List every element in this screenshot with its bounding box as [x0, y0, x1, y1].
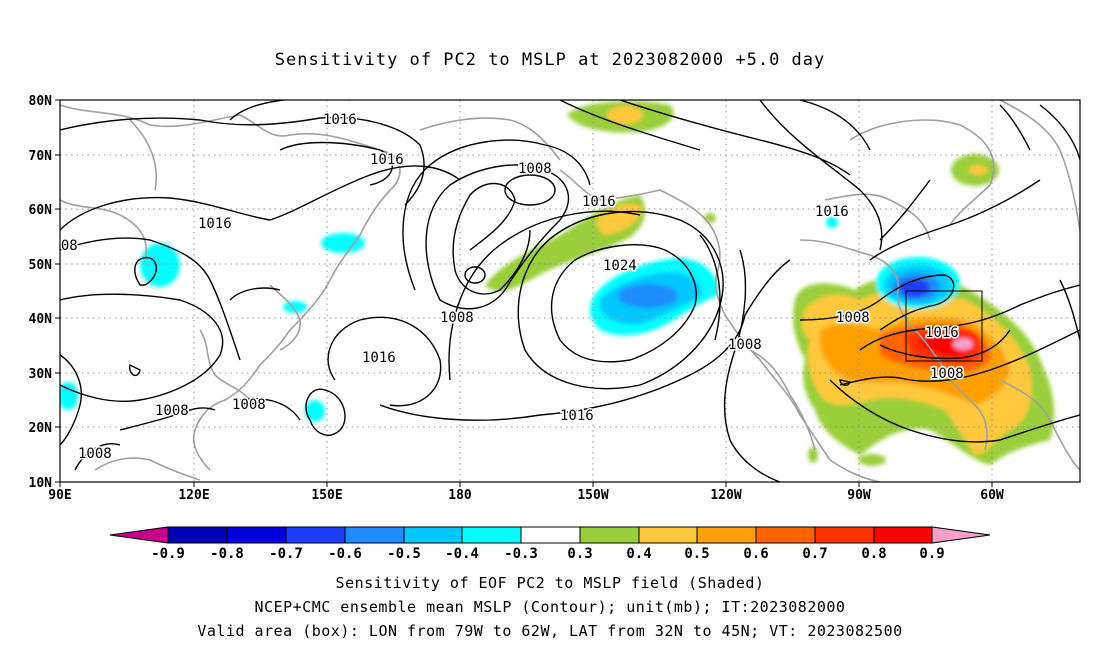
contour-label: 1008	[728, 337, 762, 353]
contour-label: 1008	[232, 397, 266, 413]
colorbar-cell	[226, 526, 287, 544]
contour-label: 1016	[815, 204, 849, 220]
colorbar-label: 0.8	[861, 546, 886, 562]
colorbar-cell	[461, 526, 522, 544]
colorbar: -0.9 -0.8 -0.7 -0.6 -0.5 -0.4 -0.3 0.3 0…	[109, 526, 991, 562]
shade-labrador-small	[826, 216, 838, 228]
colorbar-cell	[285, 526, 346, 544]
lon-label: 150W	[577, 488, 608, 500]
contour-label: 1008	[836, 310, 870, 326]
contour-labels: 1016 1016 1016 1008 1016 1008 1008 1016 …	[44, 111, 965, 464]
colorbar-label: -0.9	[151, 546, 185, 562]
lon-labels: 90E 120E 150E 180 150W 120W 90W 60W	[48, 488, 1004, 500]
contour-label: 1008	[930, 366, 964, 382]
shade-mexico-small-b	[808, 447, 818, 463]
shade-asia-neg-a	[140, 243, 180, 287]
contour-label: 1016	[582, 194, 616, 210]
caption-line-1: Sensitivity of EOF PC2 to MSLP field (Sh…	[335, 574, 765, 592]
contour-label: 1008	[155, 403, 189, 419]
colorbar-label: 0.5	[684, 546, 709, 562]
colorbar-cell	[873, 526, 933, 544]
lat-label: 20N	[29, 421, 53, 436]
shade-positive-max	[953, 338, 973, 350]
colorbar-cell	[814, 526, 875, 544]
shade-mexico-small	[858, 454, 886, 466]
valid-area-box	[905, 290, 983, 362]
colorbar-cell-low-extend	[109, 526, 169, 544]
colorbar-label: 0.9	[919, 546, 944, 562]
lon-label: 120W	[710, 488, 741, 500]
colorbar-label: -0.6	[328, 546, 362, 562]
colorbar-label: -0.3	[504, 546, 538, 562]
colorbar-cell	[167, 526, 228, 544]
colorbar-cell	[755, 526, 816, 544]
colorbar-cell	[344, 526, 405, 544]
map-panel: 1016 1016 1016 1008 1016 1008 1008 1016 …	[29, 94, 1081, 500]
lon-label: 150E	[311, 488, 342, 500]
lon-label: 120E	[178, 488, 209, 500]
colorbar-cell	[403, 526, 463, 544]
colorbar-label: -0.5	[387, 546, 421, 562]
contour-label: 1008	[440, 310, 474, 326]
contour-label: 1008	[78, 446, 112, 462]
shade-alaska-small	[704, 213, 716, 223]
lat-label: 60N	[29, 203, 53, 218]
shade-arctic-pos-05	[607, 106, 643, 124]
colorbar-cell-high-extend	[931, 526, 991, 544]
colorbar-label: -0.7	[269, 546, 303, 562]
colorbar-label: 0.6	[743, 546, 768, 562]
colorbar-cell	[520, 526, 581, 544]
colorbar-label: 0.3	[567, 546, 592, 562]
caption-line-3: Valid area (box): LON from 79W to 62W, L…	[197, 622, 903, 640]
colorbar-cell	[696, 526, 757, 544]
contour-label: 1008	[518, 161, 552, 177]
colorbar-cell	[579, 526, 640, 544]
colorbar-cell	[638, 526, 698, 544]
caption-line-2: NCEP+CMC ensemble mean MSLP (Contour); u…	[254, 598, 846, 616]
shade-pacific-neg-05	[618, 284, 678, 308]
lon-label: 90E	[48, 488, 71, 500]
shade-greenland-pos-05	[969, 165, 987, 175]
lat-label: 50N	[29, 258, 53, 273]
contour-label: 1016	[560, 408, 594, 424]
axis-ticks	[55, 99, 993, 487]
shade-asia-neg-e	[60, 382, 78, 410]
contour-label: 1016	[925, 325, 959, 341]
shade-asia-neg-b	[321, 233, 365, 253]
map-frame	[59, 99, 1081, 483]
colorbar-label: -0.4	[445, 546, 479, 562]
lat-label: 30N	[29, 367, 53, 382]
contour-label: 1016	[362, 350, 396, 366]
colorbar-label: -0.8	[210, 546, 244, 562]
lat-label: 10N	[29, 476, 53, 491]
lon-label: 180	[448, 488, 472, 500]
lat-label: 80N	[29, 94, 53, 109]
mslp-contours	[60, 100, 1080, 482]
contour-label: 1016	[370, 152, 404, 168]
colorbar-label: 0.4	[626, 546, 651, 562]
contour-label: 1016	[323, 112, 357, 128]
lat-label: 40N	[29, 312, 53, 327]
lat-labels: 80N 70N 60N 50N 40N 30N 20N 10N	[29, 94, 53, 491]
lon-label: 90W	[847, 488, 871, 500]
lon-label: 60W	[980, 488, 1004, 500]
lat-label: 70N	[29, 149, 53, 164]
contour-label: 1008	[44, 238, 78, 254]
page-title: Sensitivity of PC2 to MSLP at 2023082000…	[274, 50, 826, 70]
shade-asia-neg-d	[305, 400, 325, 422]
shade-negative-06	[900, 279, 930, 297]
contour-label: 1024	[603, 258, 637, 274]
contour-label: 1016	[198, 216, 232, 232]
colorbar-label: 0.7	[802, 546, 827, 562]
